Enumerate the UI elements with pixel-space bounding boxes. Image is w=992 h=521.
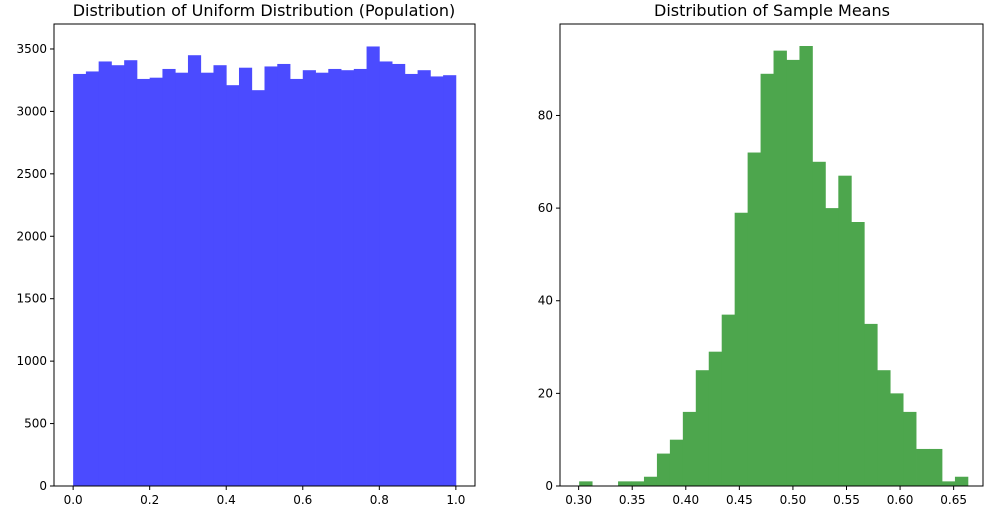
y-tick-label: 3000	[16, 104, 47, 118]
histogram-bar	[890, 393, 904, 486]
x-tick-label: 0.8	[370, 493, 389, 507]
histogram-bar	[404, 73, 418, 486]
bars-group	[579, 46, 969, 487]
chart-title: Distribution of Sample Means	[654, 1, 890, 20]
histogram-bar	[682, 411, 697, 486]
histogram-bar	[302, 70, 316, 486]
y-tick-label: 0	[545, 479, 553, 493]
axes-frame	[53, 23, 476, 487]
histogram-bar	[136, 78, 151, 486]
histogram-bar	[656, 453, 671, 486]
histogram-bar	[149, 77, 163, 486]
histogram-bar	[954, 476, 969, 486]
histogram-bar	[315, 72, 329, 486]
histogram-bar	[916, 448, 930, 486]
histogram-bar	[430, 76, 444, 487]
histogram-bar	[773, 50, 787, 486]
histogram-bar	[941, 481, 956, 486]
y-tick-label: 2500	[16, 167, 47, 181]
histogram-bar	[200, 72, 214, 486]
histogram-bar	[825, 208, 839, 486]
axes-frame	[559, 23, 984, 487]
histogram-bar	[786, 59, 800, 486]
y-axis-ticks: 0 500 1000 1500 2000 2500 3000 3500	[16, 42, 54, 493]
histogram-bar	[251, 90, 265, 486]
histogram-bar	[721, 314, 736, 486]
histogram-bar	[162, 68, 176, 486]
y-axis-ticks: 0 20 40 60 80	[538, 108, 560, 493]
histogram-bar	[290, 78, 304, 486]
histogram-bar	[175, 72, 189, 486]
x-axis-ticks: 0.30 0.35 0.40 0.45 0.50 0.55 0.60 0.65	[565, 486, 967, 507]
histogram-bar	[264, 66, 278, 487]
x-tick-label: 0.4	[217, 493, 236, 507]
x-tick-label: 1.0	[446, 493, 465, 507]
histogram-bar	[124, 60, 138, 486]
y-tick-label: 3500	[16, 42, 47, 56]
histogram-bar	[864, 323, 878, 486]
histogram-bar	[392, 63, 406, 486]
histogram-bar	[73, 73, 87, 486]
sample-means-histogram: Distribution of Sample Means 0.30 0.35 0.4…	[538, 1, 984, 507]
bars-group	[73, 46, 457, 487]
histogram-bar	[443, 75, 457, 487]
histogram-bar	[669, 439, 684, 486]
histogram-bar	[579, 481, 593, 486]
y-tick-label: 20	[538, 386, 553, 400]
histogram-bar	[417, 70, 431, 486]
y-tick-label: 1000	[16, 354, 47, 368]
y-tick-label: 40	[538, 294, 553, 308]
y-tick-label: 500	[24, 417, 47, 431]
histogram-bar	[85, 71, 100, 487]
histogram-bar	[353, 68, 367, 486]
histogram-bar	[851, 222, 865, 486]
histogram-bar	[328, 68, 342, 486]
histogram-bar	[111, 65, 125, 486]
histogram-bar	[366, 46, 380, 486]
y-tick-label: 1500	[16, 292, 47, 306]
histogram-bar	[877, 370, 891, 486]
histogram-bar	[643, 476, 658, 486]
histogram-bar	[760, 73, 774, 486]
histogram-bar	[734, 212, 749, 486]
histogram-bar	[812, 161, 826, 486]
x-tick-label: 0.40	[672, 493, 699, 507]
x-tick-label: 0.65	[940, 493, 967, 507]
y-tick-label: 60	[538, 201, 553, 215]
x-tick-label: 0.6	[293, 493, 312, 507]
histogram-bar	[903, 411, 917, 486]
x-tick-label: 0.30	[565, 493, 592, 507]
y-tick-label: 80	[538, 108, 553, 122]
y-tick-label: 0	[39, 479, 47, 493]
chart-title: Distribution of Uniform Distribution (Po…	[73, 1, 456, 20]
x-axis-ticks: 0.0 0.2 0.4 0.6 0.8 1.0	[64, 486, 465, 507]
x-tick-label: 0.45	[726, 493, 753, 507]
histogram-bar	[618, 481, 632, 486]
histogram-bar	[341, 70, 355, 486]
y-tick-label: 2000	[16, 229, 47, 243]
histogram-bar	[838, 175, 852, 486]
histogram-bar	[213, 65, 227, 486]
histogram-bar	[187, 55, 202, 486]
histogram-bar	[277, 63, 291, 486]
histogram-bar	[799, 46, 813, 486]
histogram-bar	[98, 61, 112, 486]
histogram-bar	[929, 448, 943, 486]
x-tick-label: 0.50	[780, 493, 807, 507]
histogram-bar	[238, 67, 253, 487]
histogram-bar	[226, 85, 240, 487]
population-histogram: Distribution of Uniform Distribution (Po…	[16, 1, 476, 507]
x-tick-label: 0.35	[619, 493, 646, 507]
x-tick-label: 0.55	[833, 493, 860, 507]
x-tick-label: 0.0	[64, 493, 83, 507]
x-tick-label: 0.2	[140, 493, 159, 507]
x-tick-label: 0.60	[887, 493, 914, 507]
histogram-bar	[695, 370, 710, 486]
histogram-bar	[708, 351, 723, 486]
histogram-bar	[631, 481, 645, 486]
histogram-bar	[747, 152, 761, 487]
histogram-bar	[379, 61, 393, 486]
